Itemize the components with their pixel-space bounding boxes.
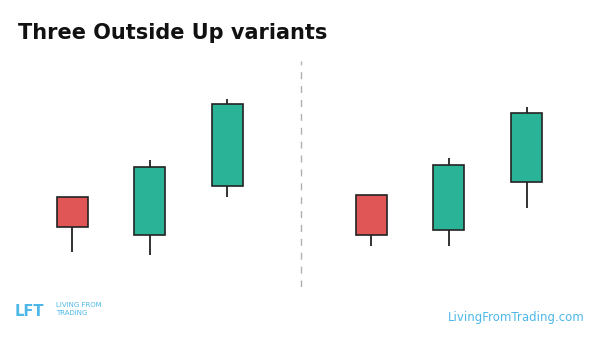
Text: LivingFromTrading.com: LivingFromTrading.com — [448, 312, 585, 324]
Text: LIVING FROM
TRADING: LIVING FROM TRADING — [56, 302, 101, 316]
Bar — [56, 197, 88, 227]
Bar — [356, 195, 387, 236]
Bar — [212, 104, 243, 186]
Bar — [433, 165, 464, 230]
Bar — [134, 167, 165, 236]
Text: LFT: LFT — [15, 305, 44, 319]
Bar — [511, 113, 542, 182]
Text: Three Outside Up variants: Three Outside Up variants — [19, 23, 328, 43]
